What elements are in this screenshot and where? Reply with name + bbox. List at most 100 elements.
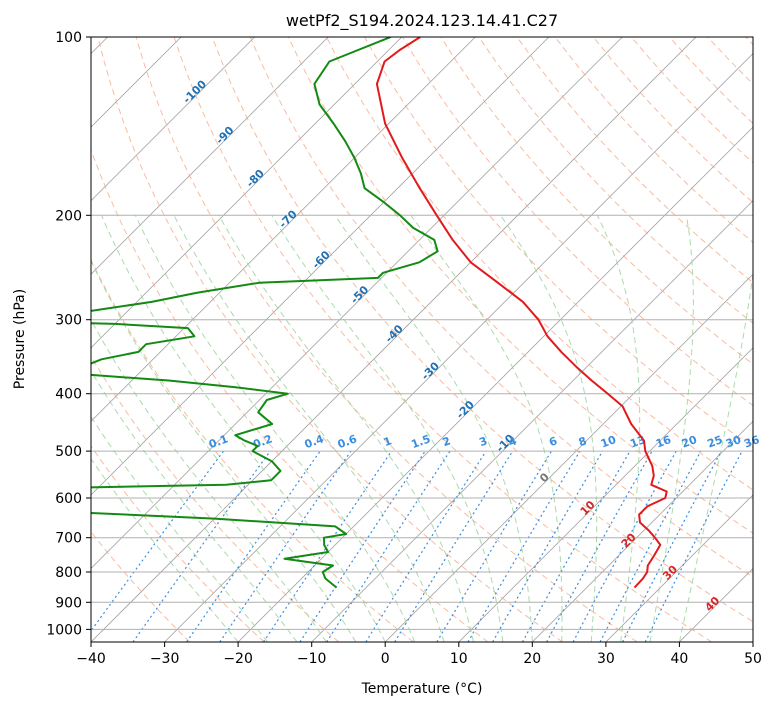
moist-adiabat-line [91, 259, 357, 642]
mixing-ratio-line [132, 450, 271, 642]
mixing-ratio-line [299, 450, 426, 642]
y-tick-label: 800 [55, 565, 82, 581]
dry-adiabat-line [91, 258, 414, 642]
x-axis-label: Temperature (°C) [361, 681, 483, 697]
isotherm-line [91, 37, 329, 275]
isotherm-line [91, 37, 255, 202]
y-tick-label: 600 [55, 491, 82, 507]
dry-adiabat-line [135, 37, 638, 642]
y-tick-label: 700 [55, 531, 82, 547]
mixing-ratio-label: 1 [382, 434, 394, 449]
isotherm-label: -50 [348, 283, 371, 306]
y-axis-label: Pressure (hPa) [12, 289, 28, 389]
isotherm-line [458, 347, 753, 642]
y-tick-label: 500 [55, 444, 82, 460]
moist-adiabat-line [500, 215, 598, 642]
x-tick-label: 10 [450, 651, 468, 667]
pressure-grid [91, 37, 753, 630]
mixing-ratio-line [219, 450, 352, 642]
isotherm-label: -30 [419, 359, 442, 382]
dry-adiabat-line [707, 37, 753, 85]
dry-adiabat-line [326, 37, 753, 491]
y-tick-label: 200 [55, 208, 82, 224]
isotherm-line [532, 420, 753, 642]
x-tick-label: −10 [297, 651, 327, 667]
moist-adiabat-line [91, 457, 239, 642]
isotherm-label: -90 [213, 124, 236, 147]
moist-adiabat-line [91, 318, 327, 642]
mixing-ratio-line [467, 450, 581, 642]
mixing-ratio-label: 8 [577, 434, 589, 449]
chart-title: wetPf2_S194.2024.123.14.41.C27 [286, 11, 558, 31]
mixing-ratio-label: 6 [547, 434, 559, 449]
moist-adiabat-line [649, 215, 694, 642]
mixing-ratio-label: 0.4 [303, 432, 326, 451]
y-tick-label: 1000 [46, 622, 82, 638]
dry-adiabat-line [592, 37, 753, 204]
isotherm-line [679, 567, 753, 642]
mixing-ratio-label: 16 [654, 433, 673, 451]
moist-adiabat-line [678, 270, 753, 642]
isotherm-line [91, 37, 697, 642]
mixing-ratio-labels: 0.1 0.2 0.4 0.6 1 1.5 2 3 4 6 8 10 13 16 20 25 30 36 [207, 432, 761, 451]
isotherm-label: -80 [244, 167, 267, 190]
moist-adiabat-line [218, 215, 474, 642]
mixing-ratio-label: 30 [724, 433, 743, 451]
isotherm-line [91, 37, 403, 349]
x-tick-label: −40 [76, 651, 106, 667]
mixing-ratio-label: 1.5 [409, 432, 432, 451]
mixing-ratio-label: 4 [507, 434, 519, 449]
background-lines [91, 37, 753, 642]
isotherm-line [311, 200, 753, 642]
mixing-ratio-line [599, 450, 702, 642]
x-axis: −40 −30 −20 −10 0 10 20 30 40 50 [76, 642, 762, 667]
isotherm-label: 40 [702, 594, 722, 614]
mixing-ratio-label: 0.1 [207, 432, 230, 451]
x-tick-label: −20 [223, 651, 253, 667]
mixing-ratio-label: 25 [706, 433, 725, 450]
isotherm-line [752, 641, 753, 642]
mixing-ratio-line [622, 450, 722, 642]
x-tick-label: 50 [744, 651, 762, 667]
mixing-ratio-label: 0.6 [336, 432, 359, 451]
dry-adiabat-line [287, 37, 753, 534]
x-tick-label: 30 [597, 651, 615, 667]
mixing-ratio-line [91, 450, 224, 632]
isotherm-label: 10 [578, 498, 598, 518]
isotherm-line [237, 126, 753, 642]
sounding-profiles [91, 37, 668, 589]
moist-adiabat-line [410, 215, 563, 642]
y-tick-label: 100 [55, 30, 82, 46]
isotherm-line [384, 273, 753, 642]
temperature-line [375, 37, 668, 589]
dry-adiabat-line [211, 37, 753, 623]
isotherm-line [605, 494, 753, 642]
isotherm-label: 30 [660, 562, 680, 582]
isotherm-label: -20 [454, 398, 477, 421]
isotherm-label: -100 [180, 77, 209, 106]
mixing-ratio-line [365, 450, 487, 642]
isotherm-line [91, 37, 623, 569]
mixing-ratio-line [326, 450, 451, 642]
dewpoint-line [91, 37, 439, 589]
y-tick-label: 900 [55, 595, 82, 611]
mixing-ratio-line [644, 450, 743, 642]
mixing-ratio-line [394, 450, 514, 642]
mixing-ratio-line [262, 450, 392, 642]
isotherm-line [164, 53, 753, 642]
y-tick-label: 300 [55, 313, 82, 329]
dry-adiabat-line [554, 37, 753, 244]
dry-adiabat-line [91, 148, 489, 642]
dry-adiabat-line [249, 37, 753, 578]
mixing-ratio-label: 36 [742, 433, 761, 451]
moist-adiabat-line [596, 215, 641, 642]
dry-adiabat-line [173, 37, 713, 642]
isotherm-label: -70 [277, 207, 300, 230]
y-axis: 100 200 300 400 500 600 700 800 900 1000 [46, 30, 91, 638]
dry-adiabat-line [669, 37, 753, 125]
x-tick-label: −30 [150, 651, 180, 667]
dry-adiabat-line [97, 37, 563, 642]
mixing-ratio-label: 20 [680, 433, 699, 451]
isotherm-label: -60 [310, 248, 333, 271]
